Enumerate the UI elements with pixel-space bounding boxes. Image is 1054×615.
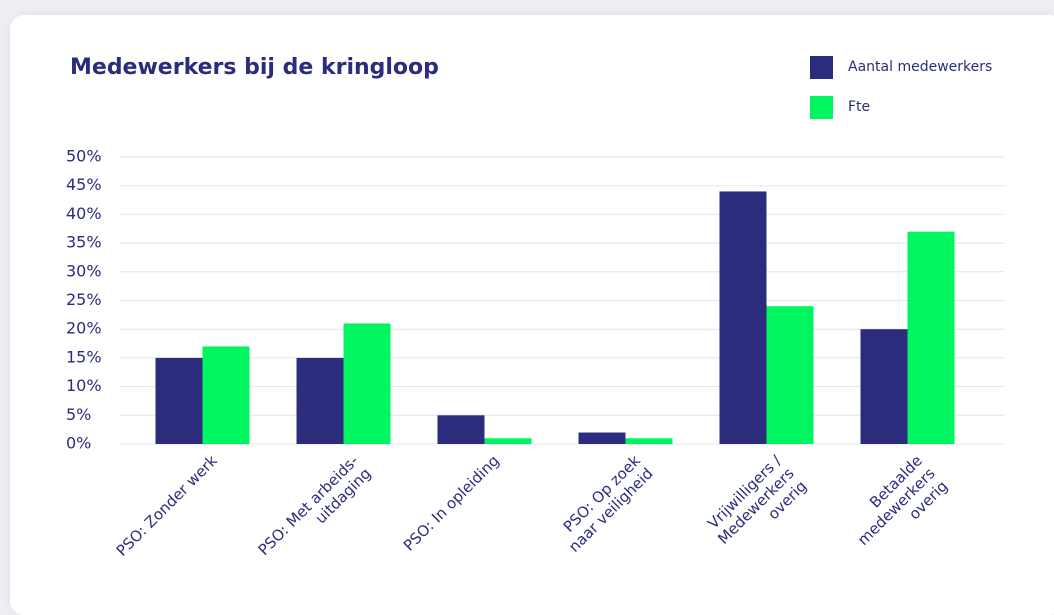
legend-swatch xyxy=(810,56,833,79)
y-tick-label: 15% xyxy=(66,347,102,366)
bar xyxy=(907,231,955,444)
bar xyxy=(155,357,203,444)
x-tick-label-line: PSO: In opleiding xyxy=(400,451,503,554)
bar xyxy=(343,323,391,444)
x-tick-label: PSO: In opleiding xyxy=(400,451,503,554)
bar xyxy=(860,329,908,444)
y-tick-label: 45% xyxy=(66,175,102,194)
x-tick-label: PSO: Op zoeknaar veiligheid xyxy=(552,451,656,555)
bar xyxy=(437,415,485,444)
y-tick-label: 5% xyxy=(66,405,91,424)
y-tick-label: 20% xyxy=(66,319,102,338)
x-tick-label-line: PSO: Zonder werk xyxy=(112,451,220,559)
y-tick-label: 40% xyxy=(66,204,102,223)
y-tick-label: 50% xyxy=(66,147,102,166)
x-tick-label: PSO: Zonder werk xyxy=(112,451,220,559)
x-tick-label: PSO: Met arbeids-uitdaging xyxy=(254,451,374,571)
chart-title: Medewerkers bij de kringloop xyxy=(70,55,439,80)
bar xyxy=(625,438,673,444)
bar xyxy=(202,346,250,444)
y-tick-label: 30% xyxy=(66,261,102,280)
bar xyxy=(296,357,344,444)
bar xyxy=(719,191,767,444)
y-tick-label: 0% xyxy=(66,434,91,453)
x-tick-label: Betaaldemedewerkersoverig xyxy=(841,451,951,561)
y-tick-label: 25% xyxy=(66,290,102,309)
y-tick-label: 10% xyxy=(66,376,102,395)
legend-label: Aantal medewerkers xyxy=(848,59,992,75)
bar xyxy=(578,432,626,444)
legend-swatch xyxy=(810,96,833,119)
y-tick-label: 35% xyxy=(66,233,102,252)
card xyxy=(10,15,1054,615)
x-tick-label: Vrijwilligers /Medewerkersoverig xyxy=(701,451,811,561)
legend-label: Fte xyxy=(848,99,870,115)
bar xyxy=(766,306,814,444)
bar xyxy=(484,438,532,444)
